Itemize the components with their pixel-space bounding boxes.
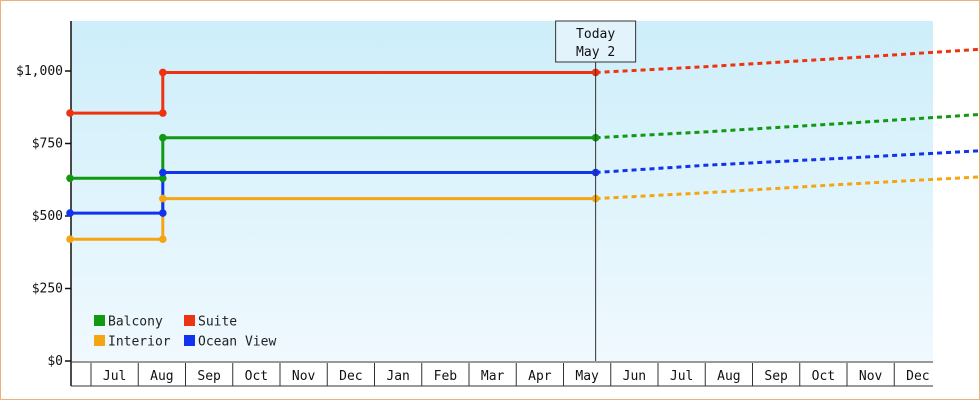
legend-label: Interior <box>108 335 171 350</box>
x-tick-label: Sep <box>197 369 221 384</box>
y-tick-label: $1,000 <box>16 64 63 79</box>
data-point-balcony <box>159 174 167 183</box>
legend-swatch <box>184 335 195 346</box>
data-point-interior <box>159 235 167 243</box>
series-lines <box>70 47 980 241</box>
y-tick-label: $500 <box>32 209 63 224</box>
x-tick-label: Jul <box>103 369 126 384</box>
legend-label: Ocean View <box>198 335 276 350</box>
series-line-balcony <box>70 136 596 180</box>
today-label-box <box>555 20 637 63</box>
x-tick-label: Dec <box>906 369 929 384</box>
data-point-balcony <box>66 174 74 183</box>
legend-swatch <box>94 315 105 326</box>
legend-item-ocean-view: Ocean View <box>184 335 276 350</box>
x-tick-label: Mar <box>481 369 505 384</box>
x-tick-label: Nov <box>859 369 883 384</box>
today-date: May 2 <box>576 45 615 60</box>
data-point-ocean-view <box>159 209 167 217</box>
x-tick-label: Apr <box>528 369 552 384</box>
forecast-line-interior <box>595 175 980 201</box>
legend-item-balcony: Balcony <box>94 315 163 330</box>
legend-item-suite: Suite <box>184 315 237 330</box>
x-tick-label: May <box>575 369 599 384</box>
x-tick-label: Jul <box>670 369 693 384</box>
data-point-suite <box>159 68 167 77</box>
x-tick-label: Jun <box>623 369 646 384</box>
x-tick-label: Feb <box>434 369 458 384</box>
data-point-balcony <box>159 133 167 142</box>
legend-label: Suite <box>198 315 237 330</box>
x-tick-label: Jan <box>386 369 409 384</box>
series-line-suite <box>70 71 596 115</box>
series-line-ocean-view <box>70 171 596 215</box>
x-tick-label: Nov <box>292 369 316 384</box>
x-tick-label: Sep <box>764 369 788 384</box>
data-point-suite <box>159 109 167 117</box>
axes: $0 $250 $500 $750 $1,000 Jul Aug Sep Oct Nov Dec Ja… <box>16 21 933 387</box>
x-tick-label: Aug <box>717 369 740 384</box>
data-point-interior <box>159 194 167 203</box>
plot-background <box>71 21 933 361</box>
legend-swatch <box>184 315 195 326</box>
x-tick-label: Oct <box>812 369 835 384</box>
y-tick-label: $750 <box>32 137 63 152</box>
legend-swatch <box>94 335 105 346</box>
series-line-interior <box>70 197 596 241</box>
legend-item-interior: Interior <box>94 335 171 350</box>
y-tick-label: $250 <box>32 282 63 297</box>
forecast-line-suite <box>595 47 980 74</box>
today-label: Today <box>576 27 615 42</box>
today-annotation: Today May 2 <box>555 20 637 361</box>
data-point-ocean-view <box>66 209 74 217</box>
data-point-interior <box>66 235 74 243</box>
forecast-line-balcony <box>595 113 980 140</box>
forecast-line-ocean-view <box>595 149 980 174</box>
x-tick-label: Oct <box>245 369 268 384</box>
y-tick-label: $0 <box>47 354 63 369</box>
x-tick-label: Aug <box>150 369 173 384</box>
x-tick-label: Dec <box>339 369 362 384</box>
legend: Balcony Suite Interior Ocean View <box>94 315 276 350</box>
data-point-suite <box>66 109 74 117</box>
legend-label: Balcony <box>108 315 163 330</box>
data-point-ocean-view <box>159 168 167 177</box>
